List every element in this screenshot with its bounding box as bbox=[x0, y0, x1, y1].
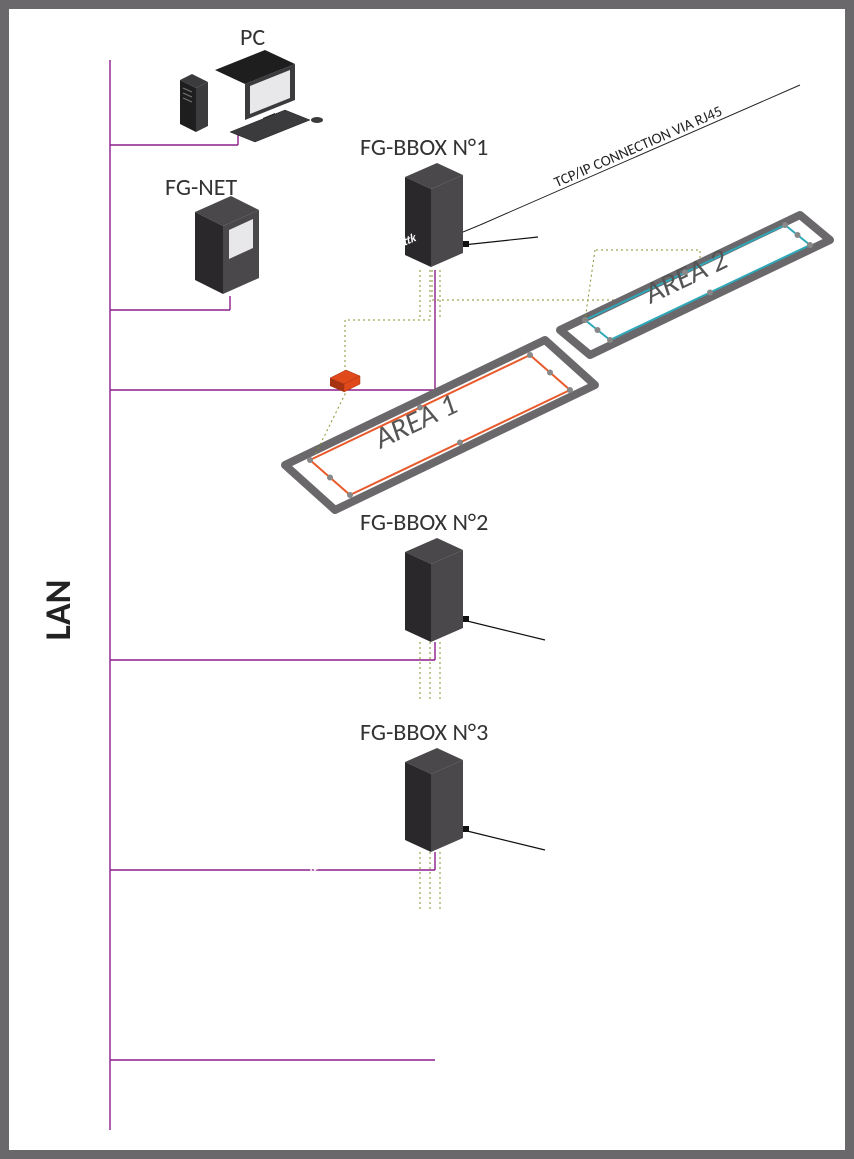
label-bbox3: FG-BBOX N°3 bbox=[360, 718, 488, 747]
label-bbox2: FG-BBOX N°2 bbox=[360, 508, 488, 537]
label-bbox1: FG-BBOX N°1 bbox=[360, 133, 488, 162]
label-pc: PC bbox=[240, 23, 265, 52]
lan-label: LAN bbox=[36, 580, 80, 641]
label-fgnet: FG-NET bbox=[165, 173, 238, 202]
